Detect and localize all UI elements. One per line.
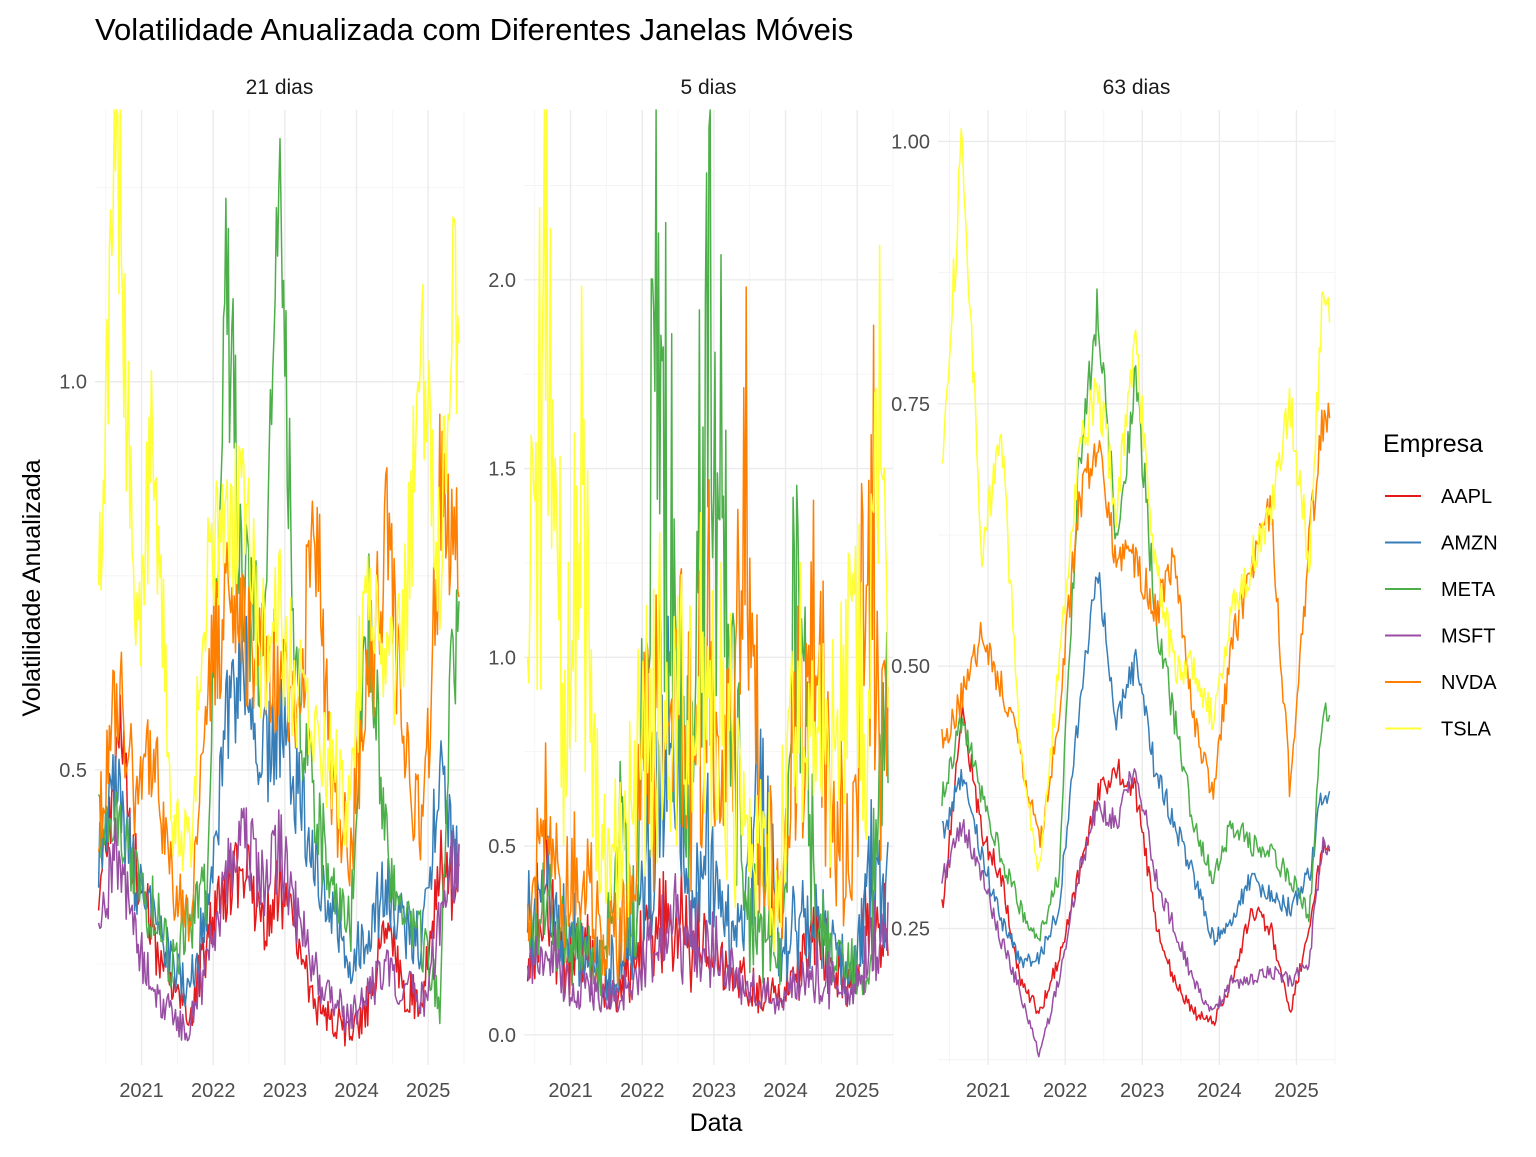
x-tick-label: 2025 <box>406 1080 451 1102</box>
series-line-NVDA <box>97 413 460 942</box>
x-tick-label: 2024 <box>1197 1080 1242 1102</box>
series-line-AMZN <box>941 572 1331 969</box>
series-line-TSLA <box>97 109 460 872</box>
y-tick-label: 0.25 <box>891 919 930 941</box>
facet-21-dias: 21 dias 0.5 1.0 2021 2022 2023 2024 2025 <box>59 76 465 1102</box>
y-tick-label: 0.5 <box>488 836 516 858</box>
series-line-MSFT <box>97 807 460 1042</box>
facet-panels: 21 dias 0.5 1.0 2021 2022 2023 2024 2025 5 dias 0… <box>59 76 1336 1102</box>
x-axis-title: Data <box>690 1109 743 1137</box>
series-line-NVDA <box>941 402 1331 848</box>
x-tick-label: 2025 <box>1274 1080 1319 1102</box>
x-tick-label: 2023 <box>263 1080 308 1102</box>
legend-title: Empresa <box>1383 430 1483 458</box>
series-line-META <box>526 109 889 1005</box>
facet-strip-label: 21 dias <box>246 76 314 99</box>
legend-label-NVDA: NVDA <box>1441 672 1497 694</box>
x-tick-label: 2024 <box>334 1080 379 1102</box>
legend-label-META: META <box>1441 579 1496 601</box>
series-line-MSFT <box>526 872 889 1015</box>
y-tick-label: 1.0 <box>488 647 516 669</box>
series-line-TSLA <box>941 128 1331 872</box>
x-tick-label: 2023 <box>692 1080 737 1102</box>
series-line-NVDA <box>526 286 889 986</box>
series-line-META <box>97 137 460 1025</box>
series-line-AAPL <box>97 694 460 1047</box>
chart-title: Volatilidade Anualizada com Diferentes J… <box>95 12 853 47</box>
facet-63-dias: 63 dias 0.25 0.50 0.75 1.00 2021 2022 2023 2024 2… <box>891 76 1336 1102</box>
x-tick-label: 2025 <box>835 1080 880 1102</box>
x-tick-label: 2021 <box>548 1080 593 1102</box>
facet-strip-label: 63 dias <box>1103 76 1171 99</box>
legend-label-AAPL: AAPL <box>1441 486 1492 508</box>
legend-label-AMZN: AMZN <box>1441 533 1498 555</box>
y-tick-label: 1.00 <box>891 131 930 153</box>
y-tick-label: 0.0 <box>488 1025 516 1047</box>
y-tick-label: 1.0 <box>59 372 87 394</box>
legend-label-TSLA: TSLA <box>1441 719 1492 741</box>
y-tick-label: 2.0 <box>488 270 516 292</box>
y-tick-label: 0.50 <box>891 656 930 678</box>
y-tick-label: 0.5 <box>59 760 87 782</box>
series-line-TSLA <box>526 109 889 953</box>
legend: Empresa AAPL AMZN META MSFT NVDA TSLA <box>1383 430 1498 741</box>
x-tick-label: 2022 <box>620 1080 665 1102</box>
x-tick-label: 2024 <box>763 1080 808 1102</box>
y-tick-label: 1.5 <box>488 459 516 481</box>
x-tick-label: 2021 <box>966 1080 1011 1102</box>
facet-5-dias: 5 dias 0.0 0.5 1.0 1.5 2.0 2021 2022 2023 2024 202… <box>488 76 894 1102</box>
x-tick-label: 2022 <box>1043 1080 1088 1102</box>
series-line-AAPL <box>941 704 1331 1026</box>
legend-label-MSFT: MSFT <box>1441 626 1495 648</box>
y-tick-label: 0.75 <box>891 394 930 416</box>
series-line-META <box>941 288 1331 942</box>
y-axis-title: Volatilidade Anualizada <box>18 459 46 716</box>
series-line-MSFT <box>941 768 1331 1058</box>
x-tick-label: 2022 <box>191 1080 236 1102</box>
series-line-AAPL <box>526 819 889 1014</box>
x-tick-label: 2021 <box>119 1080 164 1102</box>
facet-strip-label: 5 dias <box>680 76 736 99</box>
x-tick-label: 2023 <box>1120 1080 1165 1102</box>
